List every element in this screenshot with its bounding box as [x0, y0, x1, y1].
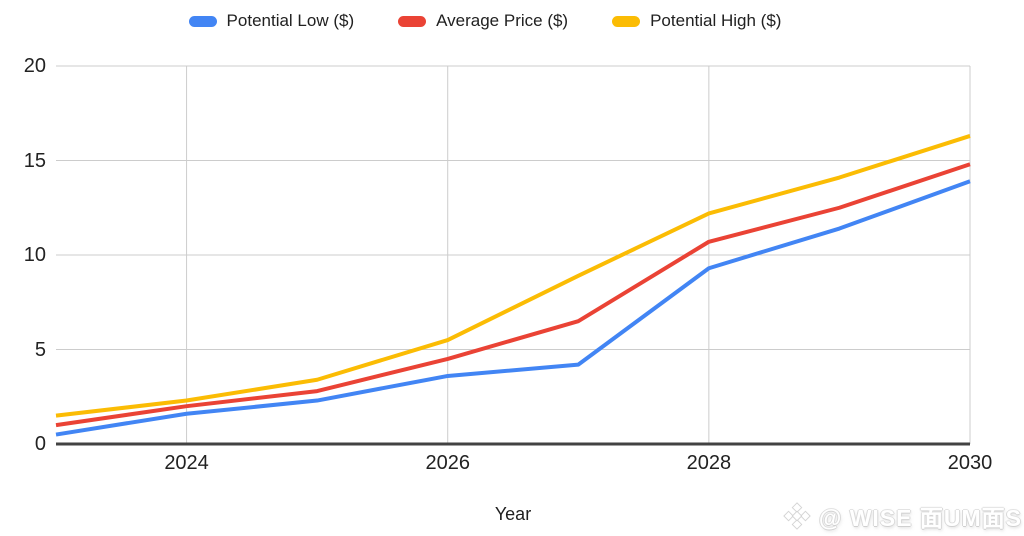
y-tick-label: 10	[23, 244, 46, 266]
binance-diamond-icon	[783, 502, 811, 530]
series-line-potential-high	[55, 134, 971, 418]
x-tick-label: 2026	[425, 452, 470, 474]
y-tick-label: 15	[23, 149, 46, 172]
watermark: @ WISE 面UM面S	[782, 499, 1022, 533]
series-line-potential-low	[55, 179, 971, 437]
legend-swatch-icon	[612, 15, 641, 27]
chart-legend: Potential Low ($) Average Price ($) Potent…	[0, 11, 997, 31]
legend-swatch-icon	[398, 15, 427, 27]
y-tick-label: 20	[23, 55, 46, 77]
y-tick-label: 0	[34, 433, 46, 455]
legend-swatch-icon	[188, 15, 217, 27]
legend-label: Potential High ($)	[650, 11, 782, 30]
x-tick-label: 2028	[686, 452, 732, 474]
legend-item: Potential Low ($)	[188, 11, 355, 31]
x-tick-label: 2024	[164, 452, 209, 474]
watermark-text: @ WISE 面UM面S	[818, 505, 1022, 531]
legend-label: Potential Low ($)	[226, 11, 355, 30]
legend-label: Average Price ($)	[436, 11, 569, 30]
y-tick-label: 5	[34, 338, 46, 361]
x-axis-title: Year	[494, 504, 532, 524]
x-tick-label: 2030	[947, 452, 993, 474]
legend-item: Average Price ($)	[398, 11, 568, 31]
legend-item: Potential High ($)	[612, 11, 781, 31]
series-line-average-price	[55, 162, 971, 428]
